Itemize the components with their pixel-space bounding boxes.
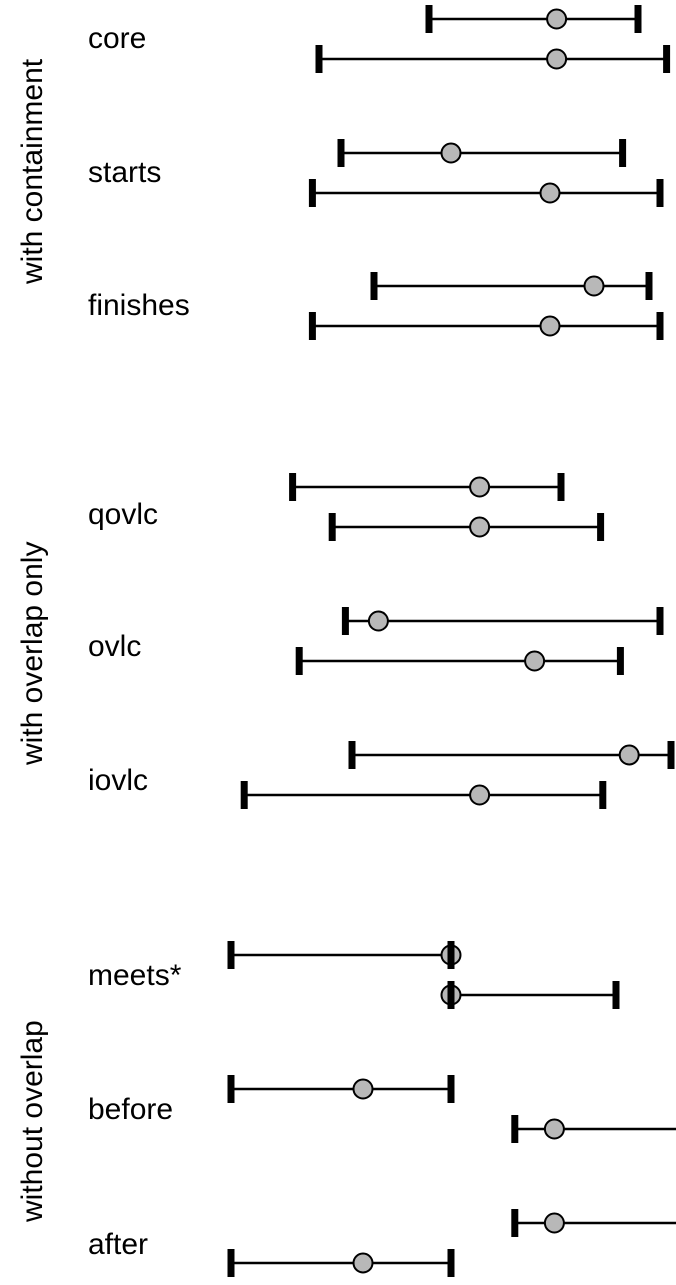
point-marker bbox=[543, 1118, 565, 1140]
row-label-after: after bbox=[88, 1228, 149, 1261]
start-cap bbox=[348, 741, 356, 769]
point-marker bbox=[469, 516, 491, 538]
end-cap bbox=[447, 1249, 455, 1277]
point-marker bbox=[524, 650, 546, 672]
end-cap bbox=[634, 5, 642, 33]
interval-meets-1 bbox=[227, 941, 462, 969]
interval-after-2 bbox=[227, 1249, 455, 1277]
start-cap bbox=[295, 647, 303, 675]
interval-meets-2 bbox=[440, 981, 620, 1009]
point-marker bbox=[583, 275, 605, 297]
start-cap bbox=[337, 139, 345, 167]
start-cap bbox=[447, 981, 455, 1009]
start-cap bbox=[308, 179, 316, 207]
interval-core-2 bbox=[315, 45, 671, 73]
row-label-qovlc: qovlc bbox=[88, 498, 159, 531]
interval-before-1 bbox=[227, 1075, 455, 1103]
point-marker bbox=[352, 1078, 374, 1100]
row-label-starts: starts bbox=[88, 156, 162, 189]
end-cap bbox=[619, 139, 627, 167]
start-cap bbox=[227, 1249, 235, 1277]
point-marker bbox=[539, 315, 561, 337]
row-label-finishes: finishes bbox=[88, 289, 190, 322]
point-marker bbox=[618, 744, 640, 766]
start-cap bbox=[425, 5, 433, 33]
row-label-core: core bbox=[88, 22, 147, 55]
interval-finishes-2 bbox=[308, 312, 664, 340]
interval-ovlc-1 bbox=[341, 607, 664, 635]
interval-before-2 bbox=[511, 1115, 676, 1143]
point-marker bbox=[469, 476, 491, 498]
row-label-ovlc: ovlc bbox=[88, 630, 142, 663]
end-cap bbox=[616, 647, 624, 675]
interval-starts-1 bbox=[337, 139, 627, 167]
interval-core-1 bbox=[425, 5, 642, 33]
row-label-meets: meets* bbox=[88, 959, 182, 992]
interval-iovlc-1 bbox=[348, 741, 675, 769]
end-cap bbox=[599, 781, 607, 809]
start-cap bbox=[240, 781, 248, 809]
end-cap bbox=[656, 607, 664, 635]
start-cap bbox=[341, 607, 349, 635]
point-marker bbox=[469, 784, 491, 806]
end-cap bbox=[447, 941, 455, 969]
point-marker bbox=[543, 1212, 565, 1234]
end-cap bbox=[557, 473, 565, 501]
row-label-before: before bbox=[88, 1093, 174, 1126]
start-cap bbox=[511, 1115, 519, 1143]
start-cap bbox=[227, 941, 235, 969]
interval-finishes-1 bbox=[370, 272, 653, 300]
start-cap bbox=[315, 45, 323, 73]
start-cap bbox=[370, 272, 378, 300]
row-label-iovlc: iovlc bbox=[88, 764, 149, 797]
interval-qovlc-2 bbox=[328, 513, 605, 541]
end-cap bbox=[656, 179, 664, 207]
point-marker bbox=[352, 1252, 374, 1274]
group-label-no-overlap: without overlap bbox=[16, 1020, 49, 1222]
interval-ovlc-2 bbox=[295, 647, 624, 675]
interval-qovlc-1 bbox=[289, 473, 565, 501]
interval-after-1 bbox=[511, 1209, 676, 1237]
point-marker bbox=[367, 610, 389, 632]
start-cap bbox=[328, 513, 336, 541]
end-cap bbox=[612, 981, 620, 1009]
group-label-containment: with containment bbox=[16, 58, 49, 284]
end-cap bbox=[447, 1075, 455, 1103]
interval-iovlc-2 bbox=[240, 781, 607, 809]
group-label-overlap-only: with overlap only bbox=[16, 541, 49, 765]
interval-starts-2 bbox=[308, 179, 664, 207]
end-cap bbox=[663, 45, 671, 73]
point-marker bbox=[440, 142, 462, 164]
end-cap bbox=[667, 741, 675, 769]
point-marker bbox=[546, 48, 568, 70]
end-cap bbox=[656, 312, 664, 340]
end-cap bbox=[597, 513, 605, 541]
start-cap bbox=[289, 473, 297, 501]
start-cap bbox=[308, 312, 316, 340]
point-marker bbox=[546, 8, 568, 30]
start-cap bbox=[227, 1075, 235, 1103]
start-cap bbox=[511, 1209, 519, 1237]
end-cap bbox=[645, 272, 653, 300]
point-marker bbox=[539, 182, 561, 204]
